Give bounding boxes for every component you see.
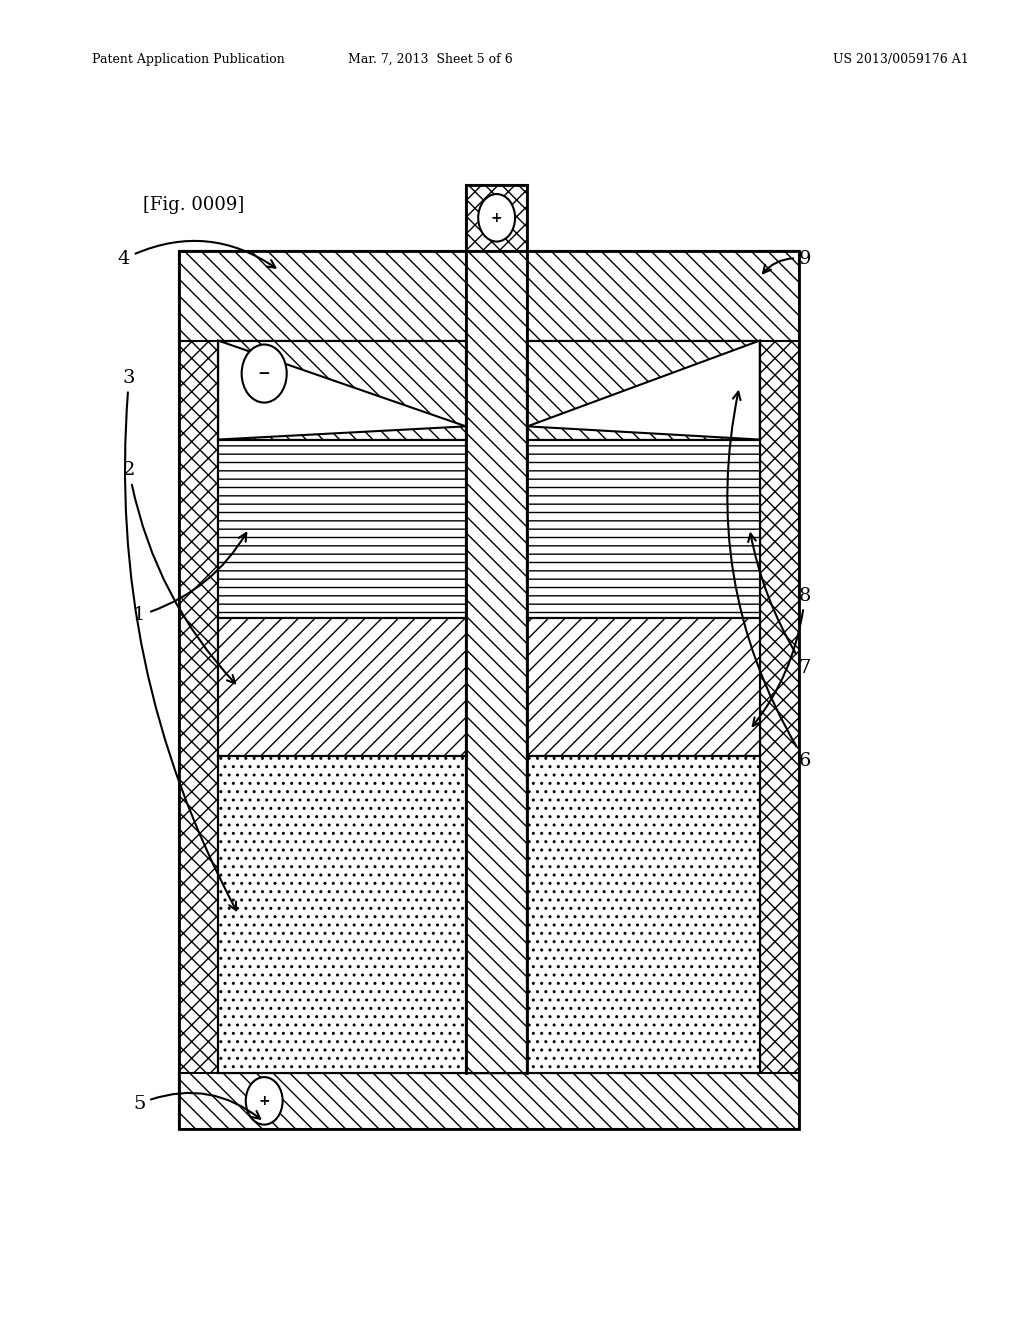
Bar	[218, 440, 466, 618]
Bar	[218, 756, 466, 1073]
Bar	[179, 251, 218, 1129]
Bar	[179, 251, 799, 341]
Bar	[218, 341, 466, 440]
Text: 7: 7	[749, 533, 811, 677]
Text: +: +	[490, 211, 503, 224]
Polygon shape	[527, 341, 760, 440]
Bar	[179, 251, 799, 1129]
Bar	[760, 251, 799, 1129]
Text: 6: 6	[727, 392, 811, 770]
Polygon shape	[218, 341, 466, 440]
Text: Patent Application Publication: Patent Application Publication	[92, 53, 285, 66]
Text: US 2013/0059176 A1: US 2013/0059176 A1	[834, 53, 969, 66]
Bar	[527, 341, 760, 440]
Circle shape	[478, 194, 515, 242]
Text: 4: 4	[118, 240, 275, 268]
Circle shape	[242, 345, 287, 403]
Text: Mar. 7, 2013  Sheet 5 of 6: Mar. 7, 2013 Sheet 5 of 6	[348, 53, 512, 66]
Bar	[527, 440, 760, 618]
Text: 5: 5	[133, 1093, 260, 1119]
Text: [Fig. 0009]: [Fig. 0009]	[143, 195, 245, 214]
Bar	[466, 185, 527, 251]
Text: 2: 2	[123, 461, 236, 684]
Text: −: −	[258, 366, 270, 381]
Bar	[218, 618, 466, 756]
Text: 8: 8	[753, 586, 811, 726]
Bar	[527, 618, 760, 756]
Bar	[466, 251, 527, 1073]
Bar	[527, 756, 760, 1073]
Text: 3: 3	[123, 368, 237, 911]
Bar	[179, 1073, 799, 1129]
Text: 1: 1	[133, 533, 246, 624]
Text: +: +	[258, 1094, 270, 1107]
Circle shape	[246, 1077, 283, 1125]
Text: 9: 9	[763, 249, 811, 273]
